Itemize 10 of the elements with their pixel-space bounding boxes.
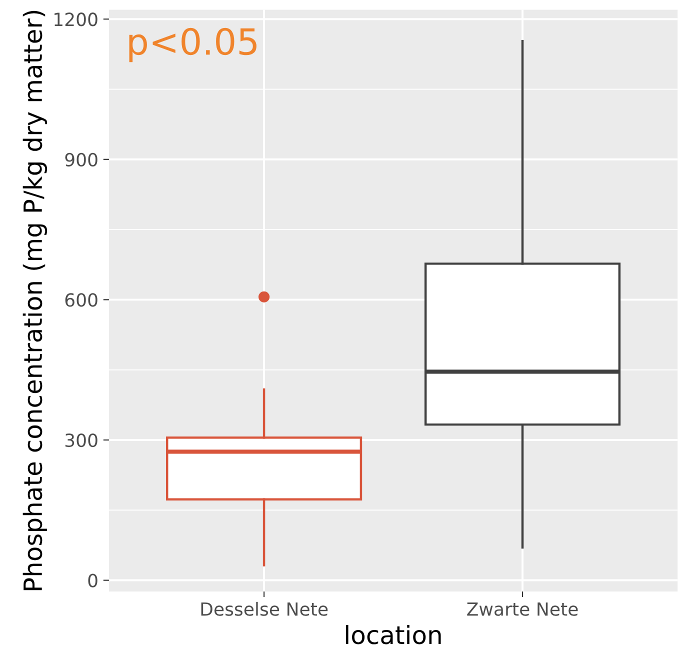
y-tick-label: 900 bbox=[65, 152, 98, 167]
annotation: p<0.05 bbox=[129, 28, 256, 62]
x-axis-title: location bbox=[346, 624, 441, 644]
x-tick-label: Desselse Nete bbox=[201, 602, 328, 616]
y-tick-label: 1200 bbox=[54, 12, 98, 26]
y-axis-title: Phosphate concentration (mg P/kg dry matter) bbox=[22, 10, 48, 590]
x-tick-label: Zwarte Nete bbox=[467, 602, 578, 616]
y-tick-label: 600 bbox=[65, 293, 98, 307]
y-tick-label: 300 bbox=[65, 433, 98, 448]
y-tick-label: 0 bbox=[88, 574, 98, 588]
